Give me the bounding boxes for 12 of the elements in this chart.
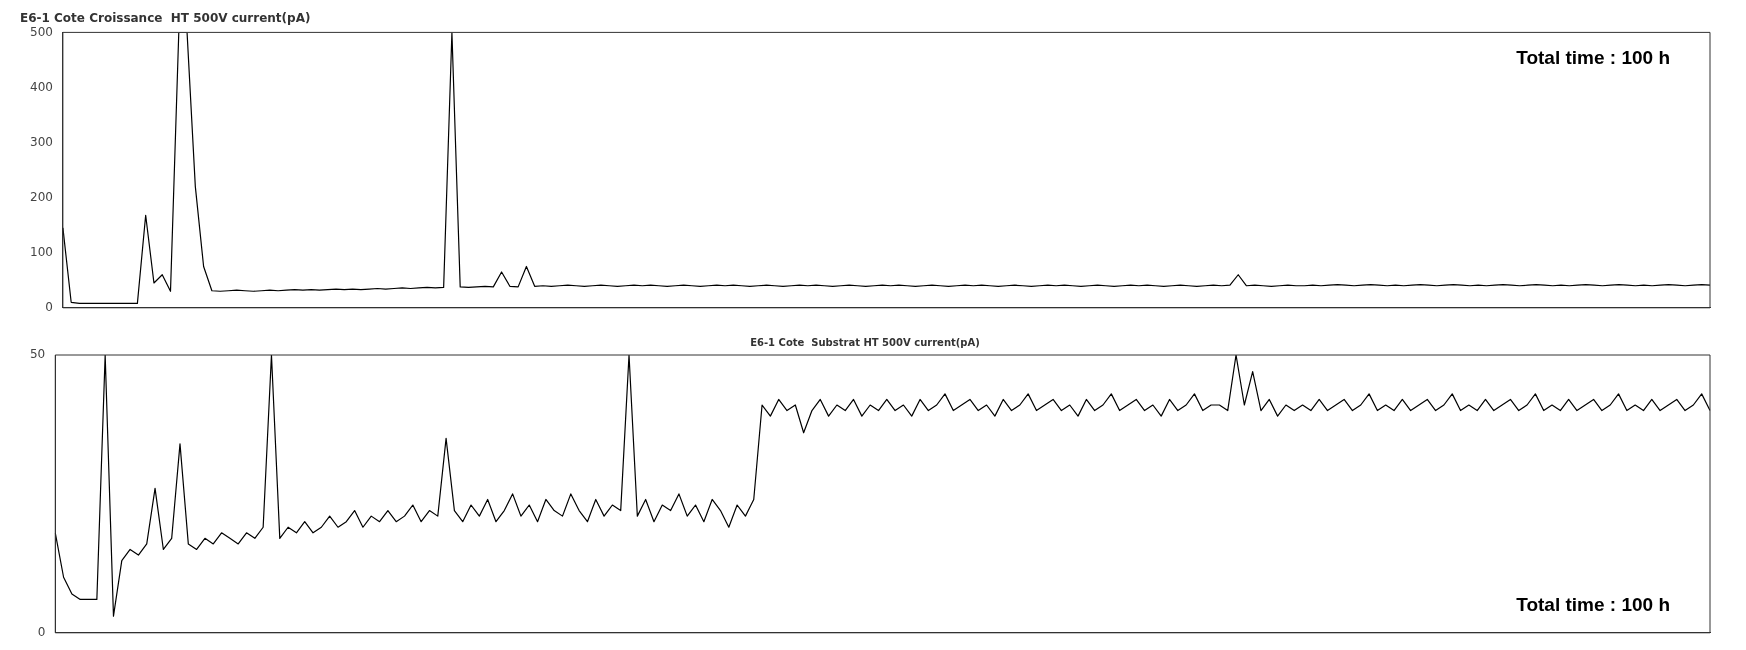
y-tick-label: 100 — [30, 244, 53, 259]
y-tick-label: 500 — [30, 24, 53, 39]
y-tick-label: 300 — [30, 134, 53, 149]
annotation: Total time : 100 h — [1516, 47, 1670, 69]
y-tick-label: 0 — [45, 299, 53, 314]
chart-title: E6-1 Cote Substrat HT 500V current(pA) — [750, 336, 980, 348]
annotation: Total time : 100 h — [1516, 593, 1670, 615]
chart-title: E6-1 Cote Croissance HT 500V current(pA) — [20, 11, 311, 26]
y-tick-label: 400 — [30, 79, 53, 94]
y-tick-label: 200 — [30, 189, 53, 204]
y-tick-label: 50 — [29, 347, 46, 362]
y-tick-label: 0 — [37, 624, 46, 639]
